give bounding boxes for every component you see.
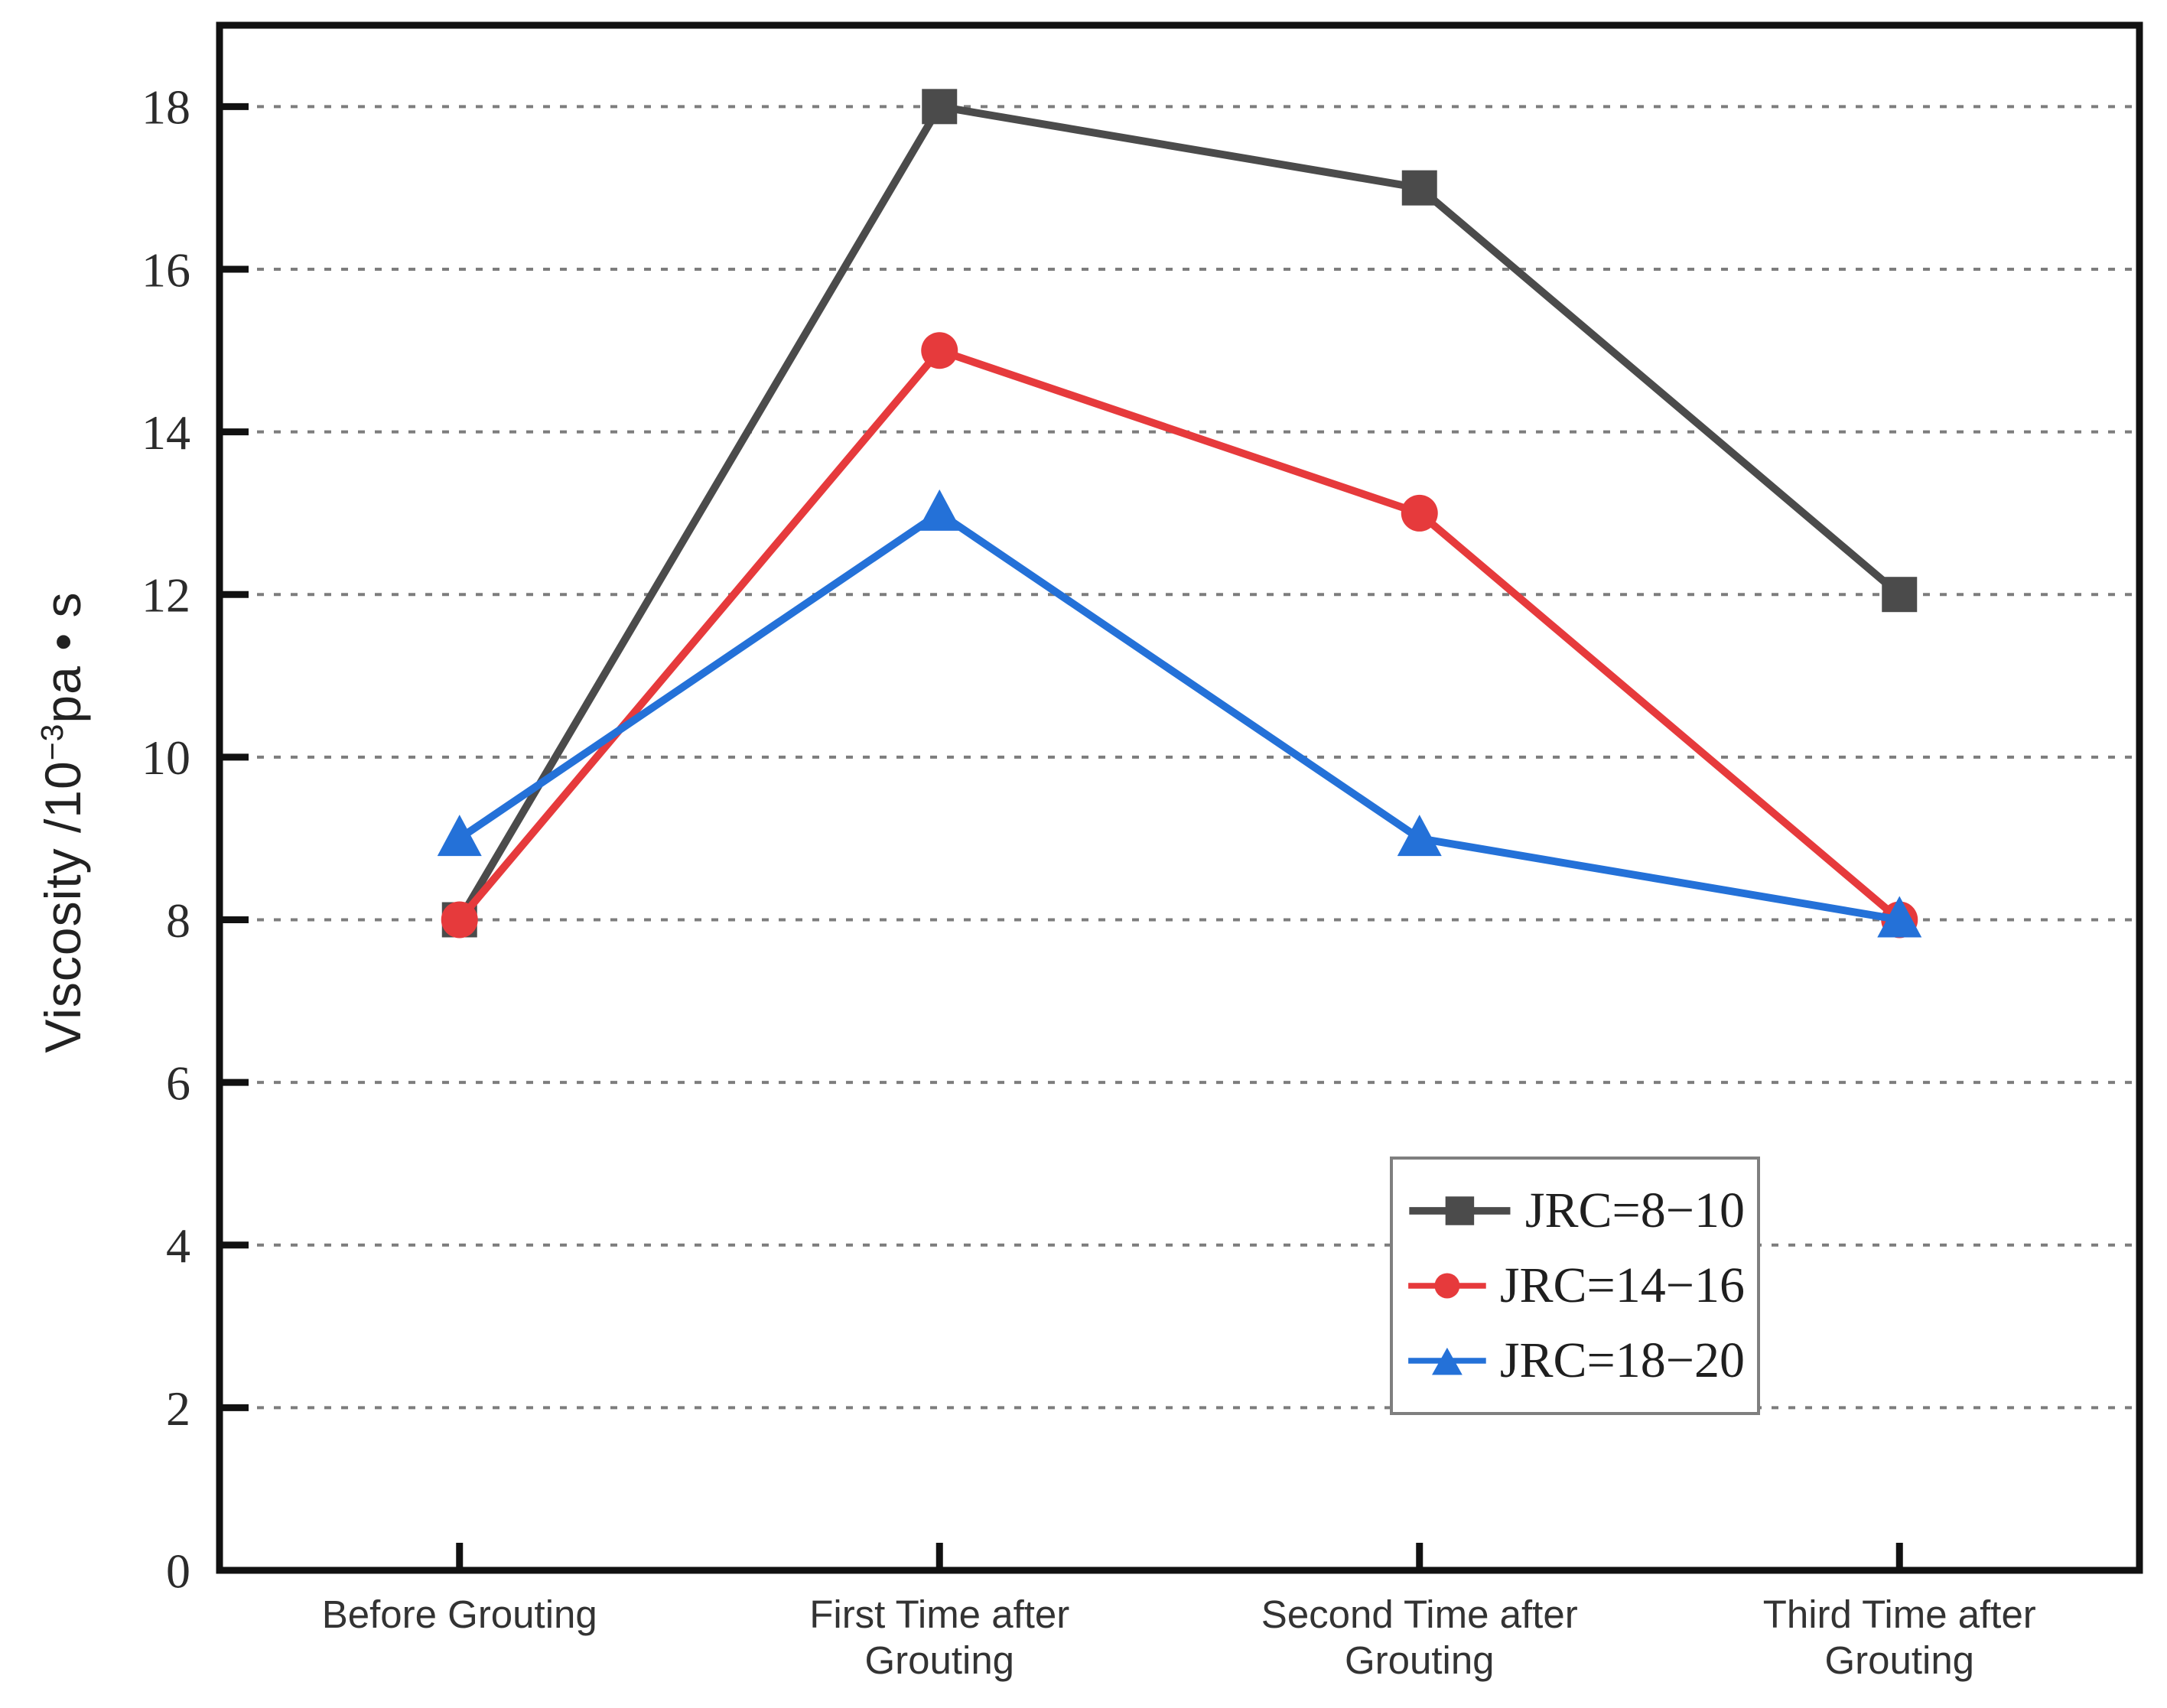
legend-marker-square-icon [1409, 1196, 1511, 1225]
series-marker-triangle [917, 489, 962, 531]
series-marker-square [922, 89, 958, 125]
series-line-square [456, 102, 1902, 922]
legend-label: JRC=8−10 [1524, 1183, 1745, 1238]
series-marker-circle [1401, 494, 1438, 532]
series-marker-square [1401, 170, 1437, 206]
y-tick-label: 18 [142, 80, 190, 135]
series-marker-circle [441, 901, 478, 939]
legend-label: JRC=18−20 [1499, 1332, 1745, 1388]
series-marker-square [1882, 577, 1918, 613]
y-tick-label: 12 [142, 568, 190, 623]
y-axis-title: Viscosity /10−3pa • s [34, 591, 92, 1052]
series-marker-triangle [1397, 815, 1442, 857]
series-marker-triangle [437, 815, 482, 857]
series-line-circle [456, 346, 1902, 923]
series-marker-circle [921, 332, 958, 369]
y-axis-title-units: pa • s [34, 591, 91, 724]
legend-marker-triangle-icon [1408, 1347, 1486, 1375]
y-axis-title-superscript: −3 [34, 723, 70, 761]
y-tick-label: 0 [166, 1544, 190, 1598]
x-category-label: Second Time after Grouting [1261, 1593, 1578, 1682]
y-axis-title-text: Viscosity /10 [34, 760, 91, 1053]
legend-marker-circle-icon [1408, 1273, 1486, 1299]
plot-border [216, 21, 2143, 1574]
legend-item: JRC=18−20 [1405, 1334, 1745, 1388]
y-tick-label: 6 [166, 1056, 190, 1111]
y-tick-label: 4 [166, 1218, 190, 1273]
y-tick-label: 2 [166, 1381, 190, 1436]
legend-item: JRC=8−10 [1405, 1184, 1745, 1238]
legend: JRC=8−10 JRC=14−16 JRC=18−20 [1390, 1157, 1760, 1415]
y-tick-label: 10 [142, 730, 190, 785]
x-category-label: Before Grouting [322, 1593, 597, 1636]
legend-item: JRC=14−16 [1405, 1259, 1745, 1313]
x-category-label: Third Time after Grouting [1763, 1593, 2036, 1682]
y-tick-label: 16 [142, 242, 190, 297]
legend-label: JRC=14−16 [1499, 1257, 1745, 1313]
series-marker-triangle [1877, 896, 1922, 938]
series-line-triangle [457, 508, 1901, 924]
y-tick-label: 8 [166, 893, 190, 948]
y-tick-label: 14 [142, 405, 190, 460]
x-category-label: First Time after Grouting [809, 1593, 1069, 1682]
